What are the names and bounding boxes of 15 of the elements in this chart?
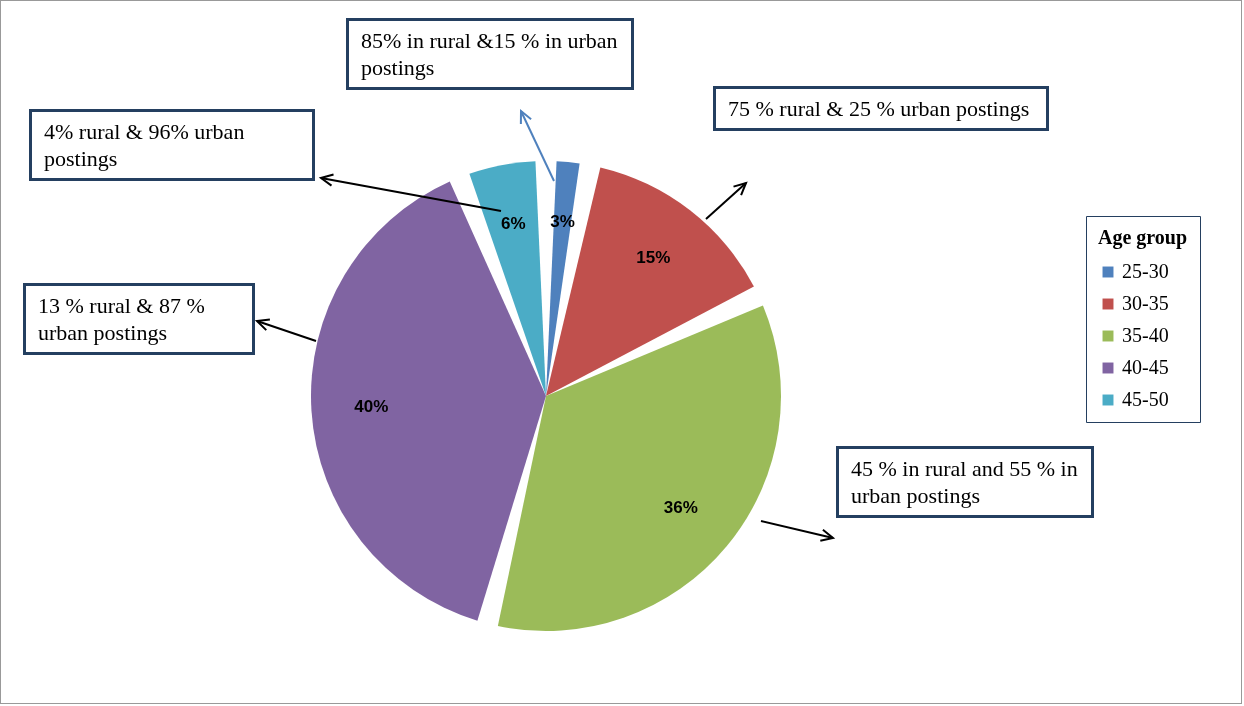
text: 75 % rural & 25 % urban postings [713, 86, 1049, 131]
legend-title: Age group [1098, 226, 1188, 249]
text: 85% in rural &15 % in urban postings [346, 18, 634, 90]
data-label: 15% [636, 247, 671, 267]
data-label: 36% [663, 497, 698, 517]
text: 4% rural & 96% urban postings [29, 109, 315, 181]
text: 13 % rural & 87 % urban postings [23, 283, 255, 355]
legend-label: 25-30 [1122, 260, 1169, 282]
legend-label: 30-35 [1122, 292, 1169, 314]
legend-label: 35-40 [1122, 324, 1169, 346]
data-label: 40% [354, 396, 389, 416]
text: 45 % in rural and 55 % in urban postings [836, 446, 1094, 518]
legend-label: 45-50 [1122, 388, 1169, 410]
legend-label: 40-45 [1122, 356, 1169, 378]
data-label: 6% [500, 214, 526, 234]
